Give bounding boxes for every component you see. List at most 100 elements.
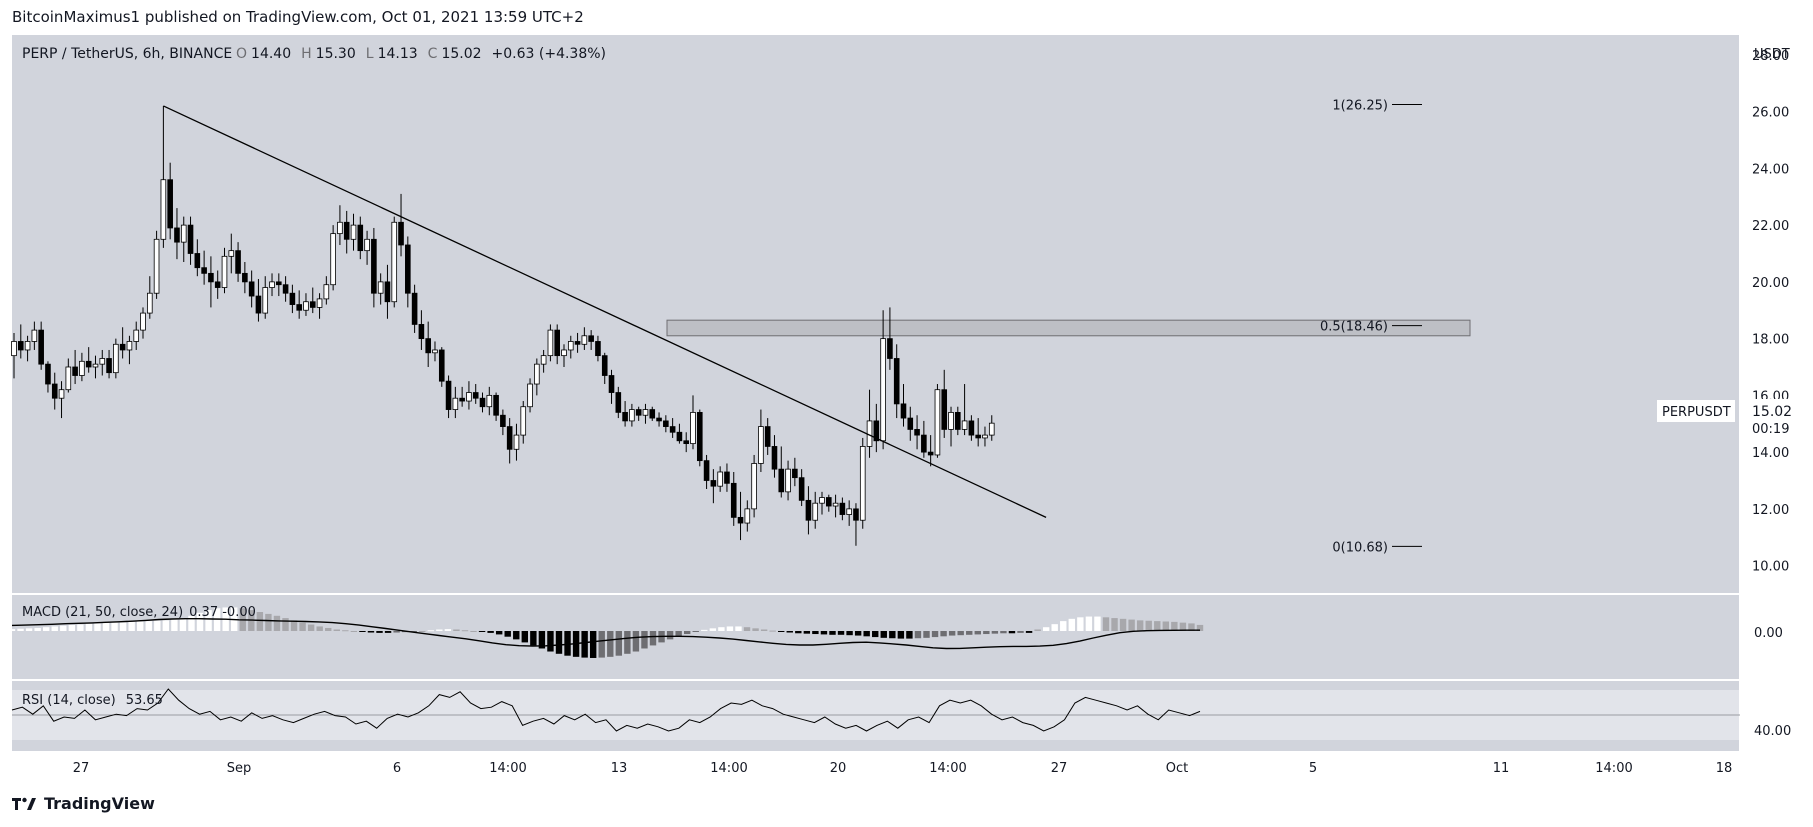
macd-histogram-bar bbox=[1171, 621, 1178, 631]
footer-brand-text: TradingView bbox=[44, 794, 155, 813]
candle-down bbox=[730, 482, 737, 518]
macd-histogram-bar bbox=[333, 629, 340, 631]
candle-down bbox=[696, 411, 703, 462]
price-axis-tick: 20.00 bbox=[1752, 276, 1789, 291]
candle-down bbox=[900, 403, 907, 419]
macd-histogram-bar bbox=[555, 631, 563, 654]
macd-histogram-bar bbox=[1008, 631, 1016, 634]
candle-down bbox=[792, 468, 798, 479]
macd-histogram-bar bbox=[752, 628, 759, 631]
footer-brand[interactable]: TradingView bbox=[12, 794, 155, 813]
macd-histogram-bar bbox=[60, 625, 67, 631]
candle-down bbox=[927, 451, 934, 456]
candle-up bbox=[337, 221, 343, 235]
macd-histogram-bar bbox=[615, 631, 623, 656]
macd-histogram-bar bbox=[350, 631, 358, 632]
candle-up bbox=[180, 224, 187, 243]
time-axis-tick: 20 bbox=[830, 761, 847, 776]
macd-histogram-bar bbox=[154, 620, 161, 631]
macd-histogram-bar bbox=[94, 623, 101, 631]
candle-up bbox=[758, 426, 764, 464]
candle-down bbox=[608, 375, 615, 393]
macd-histogram-bar bbox=[1060, 621, 1067, 631]
macd-histogram-bar bbox=[1136, 620, 1144, 631]
candle-up bbox=[948, 411, 954, 430]
change-value: +0.63 (+4.38%) bbox=[492, 46, 606, 62]
candle-up bbox=[534, 363, 540, 385]
candle-down bbox=[398, 221, 404, 246]
macd-legend: MACD (21, 50, close, 24) 0.37 -0.00 bbox=[22, 605, 256, 620]
macd-histogram-bar bbox=[1094, 616, 1101, 631]
macd-histogram-bar bbox=[803, 631, 811, 634]
chart-canvas[interactable]: 1(26.25) 0.5(18.46) 0(10.68) 28.00 26.00 24.… bbox=[0, 0, 1813, 790]
macd-histogram-bar bbox=[282, 618, 289, 631]
macd-histogram-bar bbox=[683, 631, 691, 635]
candle-down bbox=[839, 502, 846, 515]
macd-histogram-bar bbox=[1111, 618, 1118, 631]
candle-down bbox=[384, 281, 391, 303]
candle-down bbox=[588, 335, 594, 342]
candle-up bbox=[364, 238, 370, 252]
symbol-tag-box bbox=[1657, 400, 1735, 422]
macd-histogram-bar bbox=[265, 613, 272, 631]
candle-up bbox=[744, 508, 751, 524]
candle-up bbox=[228, 250, 235, 257]
candle-up bbox=[303, 301, 309, 311]
candle-down bbox=[174, 227, 180, 243]
macd-histogram-bar bbox=[718, 627, 725, 631]
time-axis-tick: 14:00 bbox=[489, 761, 526, 776]
candle-down bbox=[669, 426, 676, 433]
low-value: 14.13 bbox=[378, 46, 418, 62]
macd-histogram-bar bbox=[760, 629, 768, 631]
macd-histogram-bar bbox=[641, 631, 648, 649]
candle-up bbox=[452, 397, 459, 410]
candle-down bbox=[737, 516, 744, 524]
macd-histogram-bar bbox=[735, 626, 742, 631]
candle-up bbox=[330, 233, 336, 286]
candle-down bbox=[276, 281, 282, 286]
candle-down bbox=[357, 224, 364, 252]
macd-histogram-bar bbox=[966, 631, 973, 635]
candle-up bbox=[581, 335, 588, 345]
tradingview-logo-icon bbox=[12, 797, 36, 810]
macd-histogram-bar bbox=[17, 628, 24, 631]
macd-histogram-bar bbox=[726, 626, 734, 631]
macd-histogram-bar bbox=[1051, 624, 1058, 631]
macd-histogram-bar bbox=[111, 622, 118, 631]
macd-histogram-bar bbox=[1196, 624, 1204, 631]
price-axis-tick: 22.00 bbox=[1752, 219, 1789, 234]
candle-down bbox=[683, 440, 690, 445]
macd-histogram-bar bbox=[957, 631, 964, 636]
macd-histogram-bar bbox=[1034, 629, 1041, 631]
macd-histogram-bar bbox=[290, 620, 298, 631]
macd-histogram-bar bbox=[42, 627, 50, 631]
candle-down bbox=[649, 409, 656, 419]
countdown-value: 00:19 bbox=[1752, 422, 1789, 437]
macd-histogram-bar bbox=[1068, 618, 1075, 631]
macd-histogram-bar bbox=[889, 631, 896, 639]
macd-histogram-bar bbox=[607, 631, 614, 657]
candle-down bbox=[479, 397, 486, 408]
macd-histogram-bar bbox=[1017, 631, 1024, 633]
macd-histogram-bar bbox=[1025, 631, 1033, 633]
macd-line bbox=[11, 618, 1200, 650]
macd-histogram-bar bbox=[795, 631, 802, 634]
time-axis-tick: 13 bbox=[611, 761, 628, 776]
candle-up bbox=[513, 434, 520, 450]
macd-histogram-bar bbox=[786, 631, 793, 633]
candle-up bbox=[146, 292, 153, 314]
resistance-zone bbox=[666, 319, 1471, 337]
candle-up bbox=[99, 358, 106, 365]
macd-histogram-bar bbox=[419, 631, 426, 632]
macd-histogram-bar bbox=[1102, 617, 1110, 631]
macd-histogram-bar bbox=[701, 629, 708, 631]
candle-down bbox=[506, 426, 513, 450]
price-axis-tick: 14.00 bbox=[1752, 446, 1789, 461]
macd-histogram-bar bbox=[974, 631, 981, 635]
candle-up bbox=[561, 349, 567, 357]
macd-histogram-bar bbox=[675, 631, 682, 637]
macd-histogram-bar bbox=[1077, 617, 1084, 631]
candle-down bbox=[418, 324, 425, 340]
candle-up bbox=[126, 341, 133, 351]
rsi-legend: RSI (14, close) 53.65 bbox=[22, 693, 163, 708]
